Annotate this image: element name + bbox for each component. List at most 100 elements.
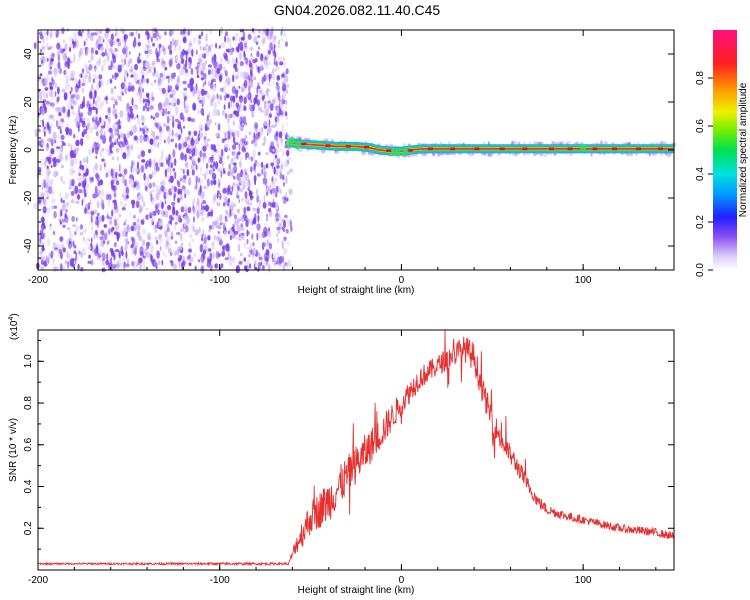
noise-speck — [164, 200, 167, 205]
noise-speck — [131, 97, 134, 106]
noise-speck — [192, 225, 195, 233]
noise-speck — [108, 228, 111, 236]
noise-speck — [148, 160, 152, 168]
noise-speck — [250, 82, 254, 88]
noise-speck — [89, 34, 94, 42]
noise-speck — [224, 196, 229, 206]
noise-speck — [74, 158, 78, 165]
noise-speck — [72, 224, 77, 228]
noise-speck — [39, 237, 42, 244]
noise-speck — [77, 263, 80, 271]
noise-speck — [239, 156, 243, 161]
noise-speck — [209, 259, 212, 265]
noise-speck — [54, 91, 57, 97]
noise-speck — [141, 239, 146, 246]
noise-speck — [142, 228, 146, 235]
noise-speck — [238, 85, 241, 89]
noise-speck — [227, 184, 231, 193]
noise-speck — [72, 100, 77, 106]
noise-speck — [250, 156, 254, 162]
noise-speck — [202, 95, 206, 101]
noise-speck — [114, 130, 118, 135]
noise-speck — [78, 250, 81, 255]
noise-speck — [245, 152, 248, 161]
noise-speck — [155, 37, 158, 42]
noise-speck — [199, 185, 202, 194]
noise-speck — [217, 47, 220, 51]
noise-speck — [166, 158, 169, 165]
noise-speck — [200, 70, 204, 76]
noise-speck — [213, 179, 217, 186]
noise-speck — [99, 116, 102, 123]
noise-speck — [175, 240, 177, 244]
noise-speck — [131, 249, 135, 255]
noise-speck — [75, 200, 80, 205]
noise-speck — [49, 85, 54, 91]
noise-speck — [183, 215, 187, 220]
noise-speck — [211, 241, 216, 251]
noise-speck — [139, 193, 143, 201]
noise-speck — [257, 106, 262, 112]
noise-speck — [183, 50, 187, 54]
noise-speck — [204, 138, 208, 145]
noise-speck — [250, 70, 253, 79]
noise-speck — [174, 39, 177, 49]
noise-speck — [97, 212, 100, 217]
noise-speck — [223, 69, 228, 73]
noise-speck — [225, 143, 228, 151]
noise-speck — [141, 68, 145, 78]
noise-speck — [182, 80, 187, 85]
noise-speck — [117, 64, 122, 73]
noise-speck — [267, 49, 271, 55]
noise-speck — [180, 228, 184, 233]
noise-speck — [216, 192, 219, 199]
noise-speck — [48, 156, 52, 165]
noise-speck — [179, 260, 181, 268]
noise-speck — [208, 118, 212, 125]
noise-speck — [264, 170, 267, 177]
noise-speck — [50, 164, 53, 168]
noise-speck — [226, 155, 230, 159]
noise-speck — [216, 264, 219, 268]
noise-speck — [180, 232, 183, 242]
noise-speck — [219, 94, 222, 101]
noise-speck — [258, 30, 261, 34]
noise-speck — [244, 134, 248, 140]
x-tick-label: 100 — [575, 575, 592, 586]
noise-speck — [130, 57, 133, 64]
noise-speck — [209, 264, 212, 268]
noise-speck — [71, 215, 75, 222]
noise-speck — [133, 245, 138, 251]
noise-speck — [224, 130, 226, 140]
noise-speck — [119, 95, 122, 102]
noise-speck — [82, 236, 85, 242]
noise-speck — [97, 221, 100, 227]
noise-speck — [241, 197, 244, 202]
noise-speck — [192, 36, 197, 44]
noise-speck — [91, 106, 96, 111]
noise-speck — [91, 147, 94, 154]
noise-speck — [129, 69, 134, 73]
noise-speck — [86, 121, 90, 130]
noise-speck — [45, 182, 48, 188]
noise-speck — [189, 134, 192, 140]
noise-speck — [56, 50, 60, 58]
noise-speck — [122, 46, 126, 55]
noise-speck — [66, 227, 71, 231]
noise-speck — [94, 162, 98, 171]
noise-speck — [122, 176, 124, 184]
noise-speck — [278, 39, 281, 45]
y-tick-label: 1.0 — [23, 354, 34, 368]
noise-speck — [165, 107, 167, 116]
noise-speck — [119, 120, 122, 125]
noise-speck — [283, 236, 287, 242]
noise-speck — [67, 260, 70, 270]
noise-speck — [289, 168, 293, 173]
noise-speck — [220, 42, 226, 48]
noise-speck — [285, 176, 288, 185]
noise-speck — [142, 258, 146, 267]
noise-speck — [151, 91, 154, 99]
noise-speck — [118, 257, 122, 266]
noise-speck — [67, 108, 71, 118]
noise-speck — [229, 113, 233, 119]
